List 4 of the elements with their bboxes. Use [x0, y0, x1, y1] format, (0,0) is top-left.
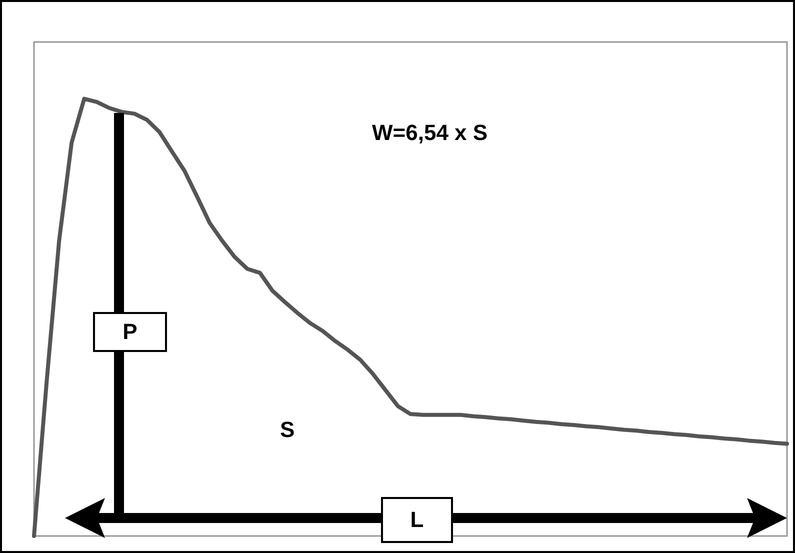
annotation: L — [381, 497, 453, 543]
annotation: W=6,54 x S — [372, 120, 488, 146]
annotation: P — [93, 312, 167, 352]
annotation: S — [280, 417, 295, 443]
